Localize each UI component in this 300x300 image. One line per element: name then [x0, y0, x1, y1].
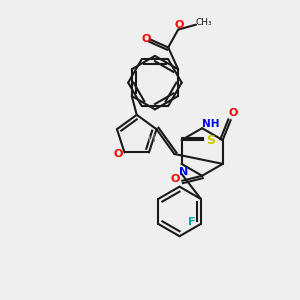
Text: O: O	[174, 20, 184, 30]
Text: O: O	[171, 174, 180, 184]
Text: H: H	[148, 134, 155, 144]
Text: O: O	[114, 149, 123, 159]
Text: F: F	[188, 217, 196, 227]
Text: N: N	[179, 167, 188, 177]
Text: O: O	[142, 34, 151, 44]
Text: S: S	[206, 134, 215, 147]
Text: CH₃: CH₃	[196, 18, 212, 27]
Text: O: O	[229, 108, 238, 118]
Text: NH: NH	[202, 119, 220, 129]
